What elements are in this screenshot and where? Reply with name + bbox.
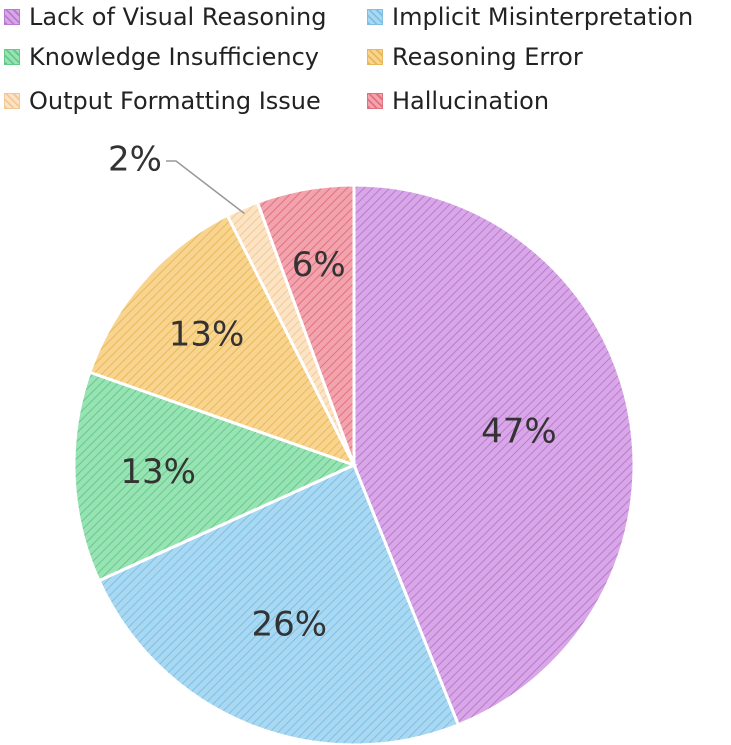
legend-swatch-reasoning-error	[367, 49, 383, 65]
legend-swatch-output-formatting-issue	[4, 93, 20, 109]
legend-label: Lack of Visual Reasoning	[29, 3, 327, 31]
slice-implicit-misinterpretation	[97, 462, 461, 745]
legend-item-reasoning-error: Reasoning Error	[367, 40, 583, 74]
legend-swatch-lack-of-visual-reasoning	[4, 9, 20, 25]
legend-label: Output Formatting Issue	[29, 87, 321, 115]
slice-lack-of-visual-reasoning	[352, 183, 636, 727]
slice-label-hallucination: 6%	[292, 245, 346, 285]
legend-swatch-implicit-misinterpretation	[367, 9, 383, 25]
slice-label-lack-of-visual-reasoning: 47%	[481, 412, 557, 452]
pie-labels: 47% 26% 13% 13% 2% 6%	[108, 140, 557, 645]
slice-label-output-formatting-issue: 2%	[108, 140, 162, 180]
legend-label: Reasoning Error	[392, 43, 583, 71]
legend-swatch-knowledge-insufficiency	[4, 49, 20, 65]
legend-label: Knowledge Insufficiency	[29, 43, 320, 71]
pie-slices	[72, 183, 636, 745]
legend-item-lack-of-visual-reasoning: Lack of Visual Reasoning	[4, 0, 326, 34]
leader-line-output-formatting-issue	[166, 160, 245, 215]
legend-swatch-hallucination	[367, 93, 383, 109]
legend-label: Implicit Misinterpretation	[392, 3, 694, 31]
slice-label-implicit-misinterpretation: 26%	[252, 605, 328, 645]
legend-label: Hallucination	[392, 87, 550, 115]
legend-item-output-formatting-issue: Output Formatting Issue	[4, 84, 321, 118]
legend-item-implicit-misinterpretation: Implicit Misinterpretation	[367, 0, 693, 34]
slice-label-reasoning-error: 13%	[169, 314, 245, 354]
slice-label-knowledge-insufficiency: 13%	[120, 452, 196, 492]
legend-item-hallucination: Hallucination	[367, 84, 549, 118]
slice-reasoning-error	[87, 213, 358, 468]
slice-hallucination	[255, 183, 356, 466]
legend: Lack of Visual Reasoning Implicit Misint…	[0, 0, 731, 125]
legend-item-knowledge-insufficiency: Knowledge Insufficiency	[4, 40, 319, 74]
slice-knowledge-insufficiency	[72, 370, 359, 583]
